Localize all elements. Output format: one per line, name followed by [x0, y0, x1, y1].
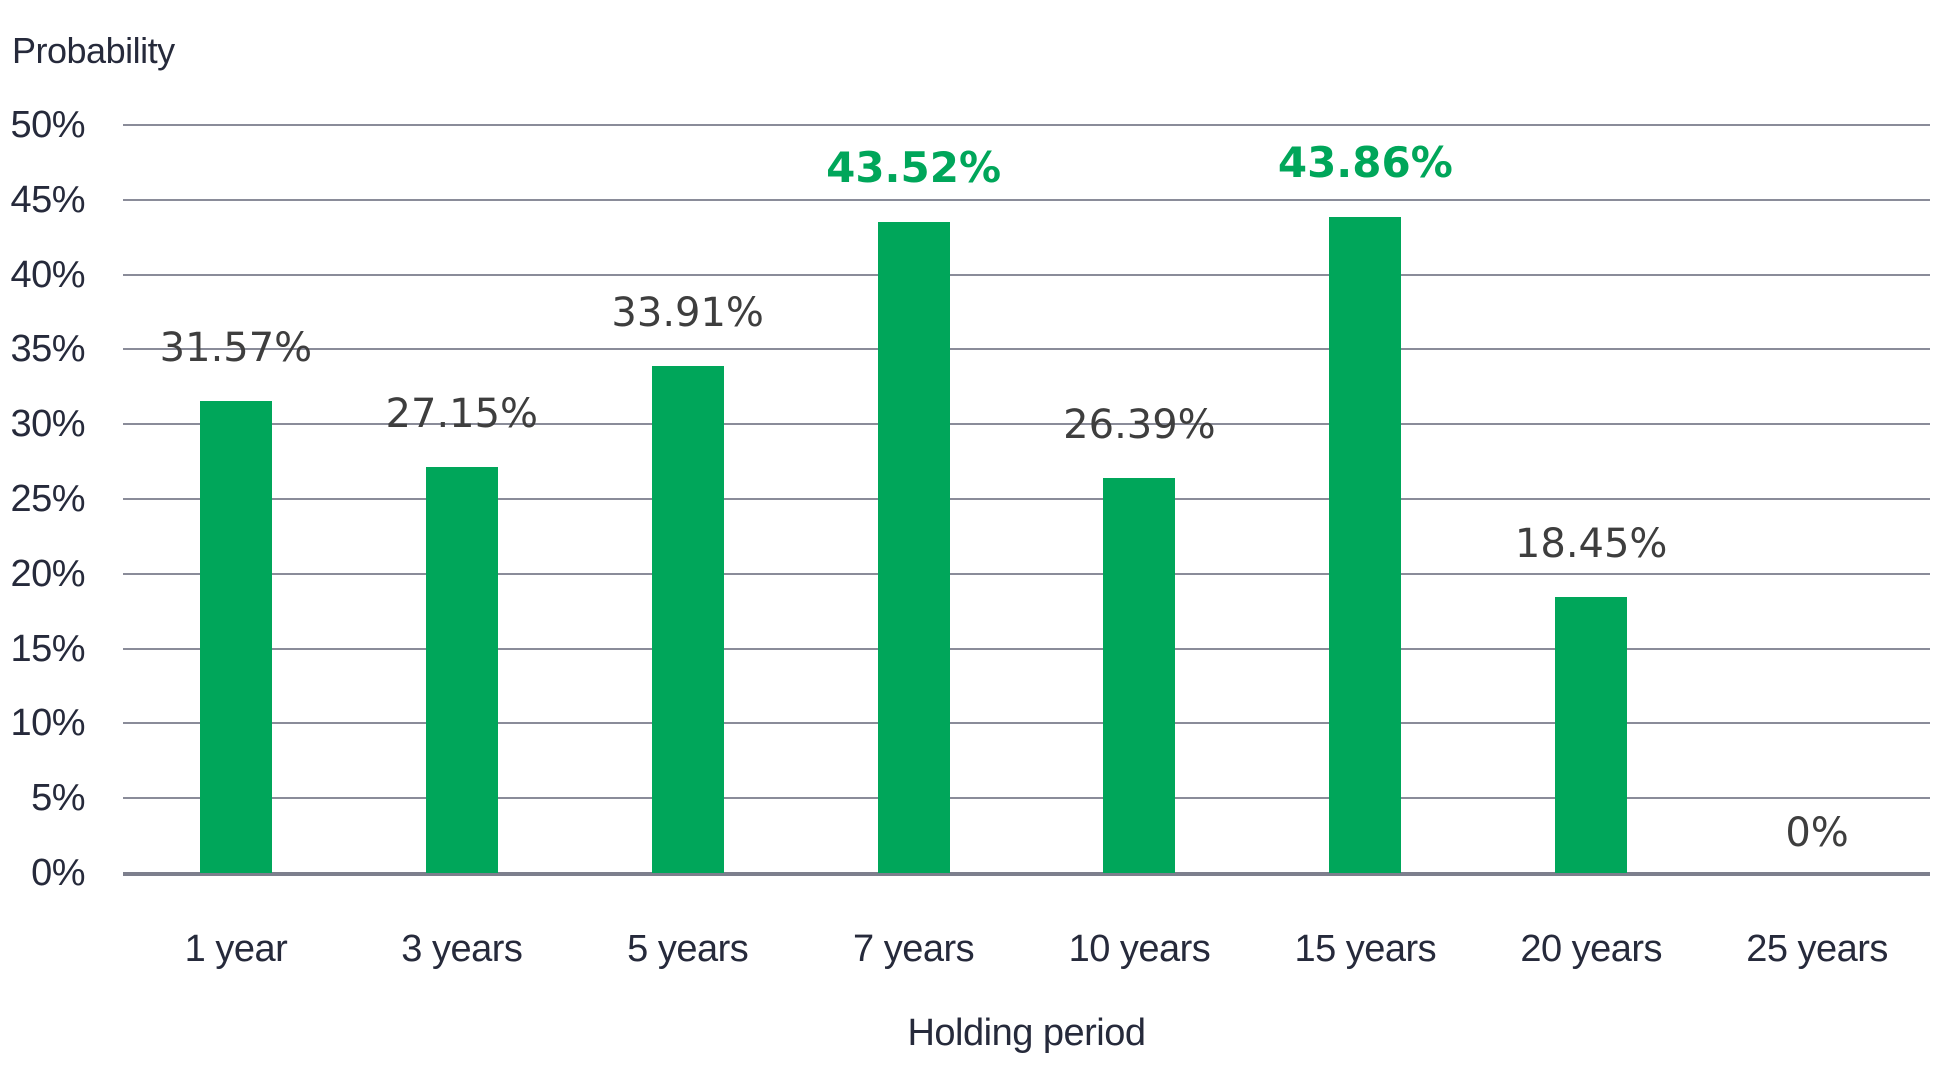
y-tick-label: 10%: [10, 702, 85, 745]
bar-value-label: 33.91%: [611, 289, 764, 336]
gridline: [123, 647, 1930, 650]
y-axis-title: Probability: [12, 30, 175, 71]
plot-area: 31.57% 27.15% 33.91% 43.52% 26.39% 43.86% 18.4…: [123, 124, 1930, 876]
y-tick-label: 0%: [31, 852, 85, 894]
x-axis-title: Holding period: [907, 1012, 1146, 1054]
bar-column: 26.39%: [1027, 125, 1253, 873]
bar-value-label: 0%: [1785, 810, 1849, 856]
x-axis-labels: 1 year 3 years 5 years 7 years 10 years 15 ye…: [123, 928, 1930, 971]
bar-column: 43.52%: [801, 125, 1027, 873]
y-tick-label: 45%: [10, 178, 85, 221]
bar-column: 27.15%: [349, 125, 575, 873]
y-tick-label: 20%: [10, 552, 85, 595]
bar: [425, 466, 498, 873]
gridline: [123, 797, 1930, 800]
gridline: [123, 722, 1930, 725]
bar-value-label: 26.39%: [1063, 402, 1216, 449]
bar-value-label: 18.45%: [1514, 521, 1668, 567]
x-axis-baseline: [123, 872, 1930, 876]
y-tick-label: 5%: [31, 777, 85, 820]
bar-value-label: 27.15%: [385, 390, 539, 437]
bar: [1103, 478, 1176, 873]
x-category-label: 20 years: [1520, 928, 1663, 970]
bar: [877, 221, 950, 873]
y-tick-label: 35%: [10, 328, 85, 371]
bar-value-label-highlighted: 43.52%: [826, 142, 1002, 192]
bar-value-label: 31.57%: [159, 324, 313, 371]
gridline: [123, 124, 1930, 126]
x-category-label: 7 years: [853, 928, 975, 970]
bar-column: 0%: [1704, 125, 1930, 873]
gridline: [123, 198, 1930, 201]
bar: [1329, 216, 1402, 873]
gridline: [123, 498, 1930, 500]
x-category-label: 10 years: [1068, 928, 1211, 970]
y-tick-label: 40%: [10, 253, 85, 296]
y-tick-label: 25%: [10, 478, 85, 520]
gridline: [123, 423, 1930, 426]
x-category-label: 25 years: [1746, 928, 1888, 970]
bar-value-label-highlighted: 43.86%: [1277, 137, 1453, 187]
bars-layer: 31.57% 27.15% 33.91% 43.52% 26.39% 43.86% 18.4…: [123, 125, 1930, 873]
bar-column: 43.86%: [1252, 125, 1478, 873]
x-category-label: 3 years: [401, 928, 523, 970]
y-tick-label: 30%: [10, 403, 85, 446]
y-tick-label: 15%: [10, 627, 85, 670]
y-tick-label: 50%: [10, 104, 85, 146]
bar: [1555, 597, 1628, 873]
gridline: [123, 348, 1930, 351]
bar: [199, 400, 272, 873]
bar-column: 31.57%: [123, 125, 349, 873]
bar-column: 33.91%: [575, 125, 801, 873]
bar-column: 18.45%: [1478, 125, 1704, 873]
bar: [651, 365, 724, 873]
x-category-label: 15 years: [1294, 928, 1437, 970]
gridline: [123, 273, 1930, 276]
gridline: [123, 572, 1930, 575]
x-category-label: 1 year: [184, 928, 288, 970]
x-category-label: 5 years: [627, 928, 749, 970]
